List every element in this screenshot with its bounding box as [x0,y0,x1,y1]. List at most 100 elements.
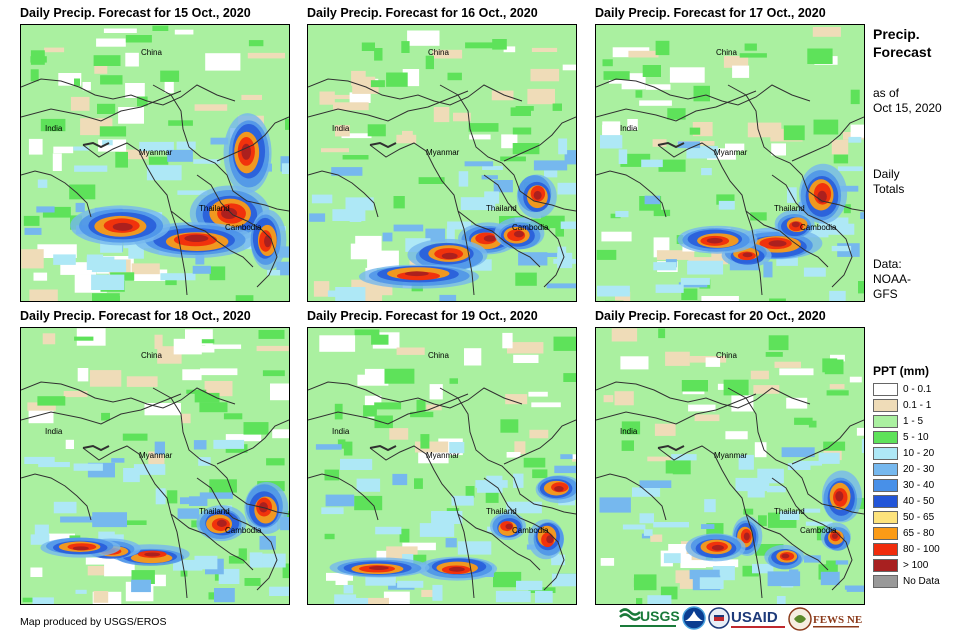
map-label-china: China [716,351,737,360]
legend-item: 0.1 - 1 [873,397,963,413]
usaid-logo: USAID [731,609,785,628]
panel-title: Daily Precip. Forecast for 18 Oct., 2020 [20,309,251,323]
map-label-myanmar: Myanmar [426,148,460,157]
legend-item: No Data [873,573,963,589]
panel-title: Daily Precip. Forecast for 16 Oct., 2020 [307,6,538,20]
legend-item: 40 - 50 [873,493,963,509]
map-label-thailand: Thailand [774,507,805,516]
legend-item: 30 - 40 [873,477,963,493]
map-label-thailand: Thailand [774,204,805,213]
map-label-china: China [428,351,449,360]
sidebar-daily-totals: Daily Totals [873,167,904,197]
asof-line-2: Oct 15, 2020 [873,101,942,115]
legend-label: 5 - 10 [903,431,929,443]
map-label-cambodia: Cambodia [512,223,549,232]
legend-title: PPT (mm) [873,364,930,378]
map-label-india: India [332,427,350,436]
precip-map-svg: China India Myanmar Thailand Cambodia [308,25,576,301]
legend-rows: 0 - 0.1 0.1 - 1 1 - 5 5 - 10 10 - 20 20 - 30 3… [873,381,963,589]
legend-item: 5 - 10 [873,429,963,445]
map-label-india: India [332,124,350,133]
precip-map: China India Myanmar Thailand Cambodia [595,24,865,302]
legend-swatch [873,558,898,572]
panel-title: Daily Precip. Forecast for 19 Oct., 2020 [307,309,538,323]
map-panel-16-oct: Daily Precip. Forecast for 16 Oct., 2020… [307,6,579,303]
map-label-china: China [428,48,449,57]
legend-swatch [873,462,898,476]
usaid-seal-icon [708,607,730,629]
map-label-myanmar: Myanmar [714,148,748,157]
legend-item: 80 - 100 [873,541,963,557]
fewsnet-logo: FEWS NET [788,607,862,631]
legend-label: 20 - 30 [903,463,935,475]
legend-item: 0 - 0.1 [873,381,963,397]
map-label-cambodia: Cambodia [225,223,262,232]
logo-bar: USGS USAID FEWS NET [618,604,862,634]
legend: PPT (mm) 0 - 0.1 0.1 - 1 1 - 5 5 - 10 10 - 2… [873,364,963,589]
panel-title: Daily Precip. Forecast for 15 Oct., 2020 [20,6,251,20]
legend-label: 50 - 65 [903,511,935,523]
legend-item: 10 - 20 [873,445,963,461]
asof-line-1: as of [873,86,900,100]
legend-label: No Data [903,575,940,587]
legend-item: 20 - 30 [873,461,963,477]
map-label-myanmar: Myanmar [139,451,173,460]
map-panel-15-oct: Daily Precip. Forecast for 15 Oct., 2020… [20,6,292,303]
map-label-myanmar: Myanmar [426,451,460,460]
map-label-china: China [141,351,162,360]
map-label-thailand: Thailand [199,204,230,213]
precip-map-svg: China India Myanmar Thailand Cambodia [596,328,864,604]
map-panel-19-oct: Daily Precip. Forecast for 19 Oct., 2020… [307,309,579,606]
map-label-india: India [45,427,63,436]
usaid-logo-text: USAID [731,609,778,626]
map-label-myanmar: Myanmar [714,451,748,460]
map-label-china: China [141,48,162,57]
title-line-2: Forecast [873,44,932,60]
precip-map: China India Myanmar Thailand Cambodia [307,24,577,302]
legend-swatch [873,478,898,492]
data-line-2: NOAA- [873,272,912,286]
precip-map: China India Myanmar Thailand Cambodia [20,24,290,302]
precip-map-svg: China India Myanmar Thailand Cambodia [21,328,289,604]
daily-line-1: Daily [873,167,900,181]
map-label-thailand: Thailand [486,507,517,516]
map-label-india: India [45,124,63,133]
precip-map-svg: China India Myanmar Thailand Cambodia [596,25,864,301]
data-line-3: GFS [873,287,898,301]
map-panel-20-oct: Daily Precip. Forecast for 20 Oct., 2020… [595,309,867,606]
legend-label: 65 - 80 [903,527,935,539]
legend-swatch [873,430,898,444]
credit-text: Map produced by USGS/EROS [20,616,167,628]
title-line-1: Precip. [873,26,920,42]
precip-map: China India Myanmar Thailand Cambodia [595,327,865,605]
map-label-thailand: Thailand [199,507,230,516]
panel-title: Daily Precip. Forecast for 17 Oct., 2020 [595,6,826,20]
legend-swatch [873,382,898,396]
legend-swatch [873,494,898,508]
map-label-thailand: Thailand [486,204,517,213]
usgs-logo-text: USGS [640,608,680,624]
map-panel-17-oct: Daily Precip. Forecast for 17 Oct., 2020… [595,6,867,303]
legend-swatch [873,574,898,588]
map-label-cambodia: Cambodia [800,223,837,232]
legend-swatch [873,398,898,412]
precip-map-svg: China India Myanmar Thailand Cambodia [308,328,576,604]
map-label-cambodia: Cambodia [512,526,549,535]
legend-label: 0.1 - 1 [903,399,932,411]
precip-map-svg: China India Myanmar Thailand Cambodia [21,25,289,301]
precip-map: China India Myanmar Thailand Cambodia [307,327,577,605]
map-label-myanmar: Myanmar [139,148,173,157]
map-label-india: India [620,124,638,133]
legend-swatch [873,542,898,556]
map-panel-18-oct: Daily Precip. Forecast for 18 Oct., 2020… [20,309,292,606]
legend-label: 0 - 0.1 [903,383,932,395]
map-label-china: China [716,48,737,57]
fewsnet-logo-text: FEWS NET [813,614,862,626]
legend-swatch [873,446,898,460]
sidebar-title: Precip. Forecast [873,25,963,61]
noaa-logo [682,606,706,630]
precip-map: China India Myanmar Thailand Cambodia [20,327,290,605]
sidebar-as-of: as of Oct 15, 2020 [873,86,942,116]
legend-item: > 100 [873,557,963,573]
legend-label: 1 - 5 [903,415,924,427]
